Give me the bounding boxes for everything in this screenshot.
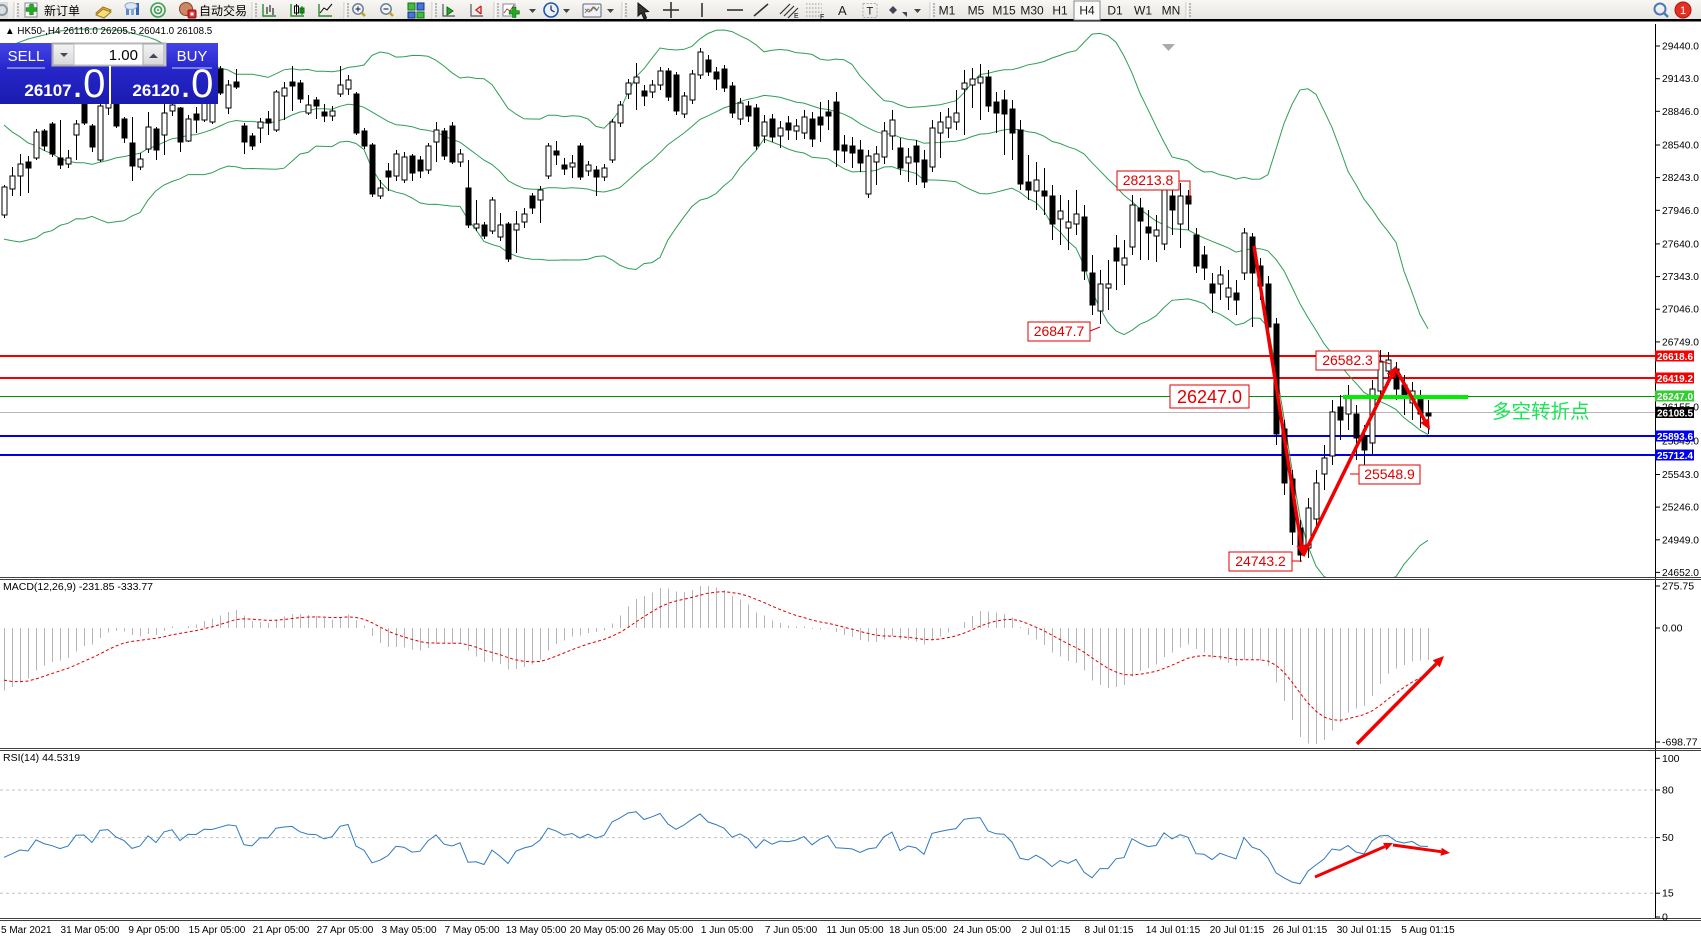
svg-text:24 Jun 05:00: 24 Jun 05:00: [953, 925, 1011, 936]
svg-text:25543.0: 25543.0: [1662, 469, 1699, 481]
svg-text:15: 15: [1662, 888, 1674, 900]
svg-text:31 Mar 05:00: 31 Mar 05:00: [61, 925, 120, 936]
svg-text:24652.0: 24652.0: [1662, 567, 1699, 579]
svg-text:25548.9: 25548.9: [1364, 466, 1415, 482]
svg-text:M5: M5: [968, 4, 985, 18]
svg-text:26582.3: 26582.3: [1322, 352, 1373, 368]
svg-text:1 Jun 05:00: 1 Jun 05:00: [701, 925, 754, 936]
svg-text:自动交易: 自动交易: [199, 3, 247, 18]
svg-text:30 Jul 01:15: 30 Jul 01:15: [1337, 925, 1392, 936]
svg-text:M1: M1: [939, 4, 956, 18]
svg-text:24743.2: 24743.2: [1235, 553, 1286, 569]
svg-text:0: 0: [1662, 912, 1668, 924]
svg-text:26120: 26120: [132, 81, 179, 100]
svg-text:5 Aug 01:15: 5 Aug 01:15: [1401, 925, 1455, 936]
svg-text:27946.0: 27946.0: [1662, 205, 1699, 217]
svg-text:25246.0: 25246.0: [1662, 502, 1699, 514]
svg-text:M30: M30: [1020, 4, 1044, 18]
svg-text:7 Jun 05:00: 7 Jun 05:00: [765, 925, 818, 936]
svg-text:26618.6: 26618.6: [1657, 351, 1693, 363]
svg-text:29440.0: 29440.0: [1662, 41, 1699, 53]
svg-text:.0: .0: [72, 62, 105, 106]
svg-text:多空转折点: 多空转折点: [1492, 401, 1590, 423]
svg-text:H1: H1: [1052, 4, 1068, 18]
svg-text:28213.8: 28213.8: [1123, 172, 1174, 188]
svg-text:5 Mar 2021: 5 Mar 2021: [1, 925, 52, 936]
svg-text:26419.2: 26419.2: [1657, 373, 1693, 385]
svg-text:26108.5: 26108.5: [1657, 407, 1693, 419]
svg-text:15 Apr 05:00: 15 Apr 05:00: [189, 925, 246, 936]
svg-text:W1: W1: [1134, 4, 1152, 18]
svg-text:26 Jul 01:15: 26 Jul 01:15: [1273, 925, 1328, 936]
svg-text:13 May 05:00: 13 May 05:00: [506, 925, 567, 936]
svg-text:26847.7: 26847.7: [1034, 323, 1085, 339]
svg-text:20 May 05:00: 20 May 05:00: [570, 925, 631, 936]
svg-text:9 Apr 05:00: 9 Apr 05:00: [128, 925, 180, 936]
svg-text:MACD(12,26,9) -231.85 -333.77: MACD(12,26,9) -231.85 -333.77: [3, 581, 153, 593]
svg-text:26107: 26107: [24, 81, 71, 100]
svg-text:26 May 05:00: 26 May 05:00: [633, 925, 694, 936]
svg-text:50: 50: [1662, 832, 1674, 844]
svg-text:E: E: [794, 13, 799, 20]
svg-text:11 Jun 05:00: 11 Jun 05:00: [826, 925, 884, 936]
svg-text:BUY: BUY: [177, 48, 208, 65]
svg-text:A: A: [838, 3, 847, 18]
svg-text:SELL: SELL: [8, 48, 45, 65]
svg-text:25893.6: 25893.6: [1657, 431, 1693, 443]
svg-text:27046.0: 27046.0: [1662, 304, 1699, 316]
svg-text:24949.0: 24949.0: [1662, 534, 1699, 546]
svg-text:1.00: 1.00: [109, 47, 138, 64]
svg-text:100: 100: [1662, 753, 1680, 765]
svg-text:3 May 05:00: 3 May 05:00: [381, 925, 436, 936]
svg-text:F: F: [820, 14, 824, 21]
svg-text:29143.0: 29143.0: [1662, 73, 1699, 85]
svg-text:80: 80: [1662, 785, 1674, 797]
svg-text:28243.0: 28243.0: [1662, 172, 1699, 184]
svg-text:14 Jul 01:15: 14 Jul 01:15: [1146, 925, 1201, 936]
svg-text:7 May 05:00: 7 May 05:00: [444, 925, 499, 936]
svg-text:M15: M15: [992, 4, 1016, 18]
svg-text:26247.0: 26247.0: [1657, 391, 1693, 403]
svg-text:1: 1: [1680, 5, 1686, 17]
svg-text:0.00: 0.00: [1662, 623, 1683, 635]
svg-text:T: T: [867, 6, 874, 18]
svg-text:27640.0: 27640.0: [1662, 238, 1699, 250]
svg-text:20 Jul 01:15: 20 Jul 01:15: [1210, 925, 1265, 936]
svg-text:H4: H4: [1079, 4, 1095, 18]
svg-text:26247.0: 26247.0: [1177, 387, 1242, 407]
svg-text:▲ HK50-,H4 26116.0 26205.5 26: ▲ HK50-,H4 26116.0 26205.5 26041.0 26108…: [5, 26, 213, 37]
svg-text:21 Apr 05:00: 21 Apr 05:00: [253, 925, 310, 936]
svg-text:D1: D1: [1107, 4, 1123, 18]
svg-text:25712.4: 25712.4: [1657, 450, 1693, 462]
svg-text:2 Jul 01:15: 2 Jul 01:15: [1022, 925, 1071, 936]
svg-text:18 Jun 05:00: 18 Jun 05:00: [889, 925, 947, 936]
svg-text:.0: .0: [180, 62, 213, 106]
svg-text:MN: MN: [1162, 4, 1181, 18]
svg-text:28846.0: 28846.0: [1662, 106, 1699, 118]
svg-text:275.75: 275.75: [1662, 581, 1694, 593]
svg-text:27343.0: 27343.0: [1662, 271, 1699, 283]
svg-text:8 Jul 01:15: 8 Jul 01:15: [1085, 925, 1134, 936]
svg-text:-698.77: -698.77: [1662, 737, 1698, 749]
svg-text:26749.0: 26749.0: [1662, 336, 1699, 348]
svg-text:27 Apr 05:00: 27 Apr 05:00: [317, 925, 374, 936]
svg-text:28540.0: 28540.0: [1662, 140, 1699, 152]
svg-text:RSI(14) 44.5319: RSI(14) 44.5319: [3, 752, 80, 764]
svg-text:新订单: 新订单: [44, 3, 80, 18]
